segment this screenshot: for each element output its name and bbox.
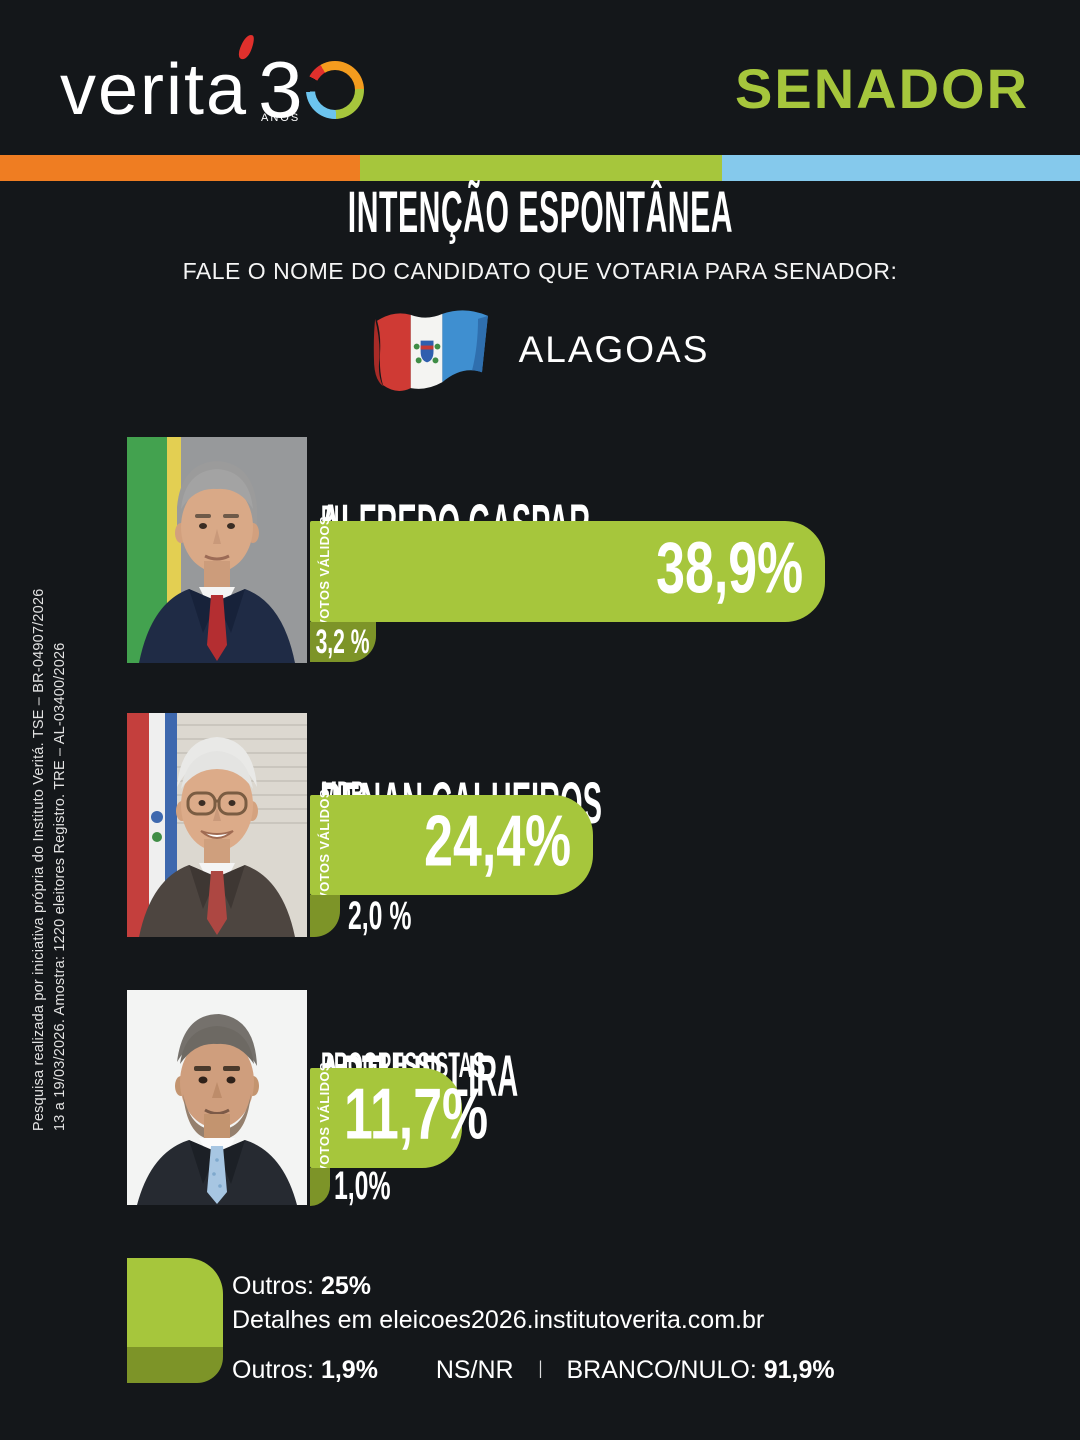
candidate-row-arthur-lira: ARTHUR LIRA PROGRESSISTAS VOTOS VÁLIDOS … <box>0 990 1080 1212</box>
others-valid-value: 25% <box>320 1272 371 1300</box>
legend-color-block <box>127 1258 223 1383</box>
legal-note-line2: 13 a 19/03/2026. Amostra: 1220 eleitores… <box>52 642 68 1131</box>
survey-question: FALE O NOME DO CANDIDATO QUE VOTARIA PAR… <box>182 258 898 284</box>
spontaneous-tab: 3,2 % <box>310 622 376 662</box>
branco-nulo-label: BRANCO/NULO: <box>566 1356 757 1384</box>
page-title: INTENÇÃO ESPONTÂNEA <box>347 180 733 245</box>
legal-note-line1: Pesquisa realizada por iniciativa própri… <box>31 588 47 1131</box>
legend-spontaneous-swatch <box>127 1347 223 1383</box>
others-valid-line: Outros: 25% <box>232 1272 371 1301</box>
spontaneous-summary-line: Outros: 1,9% NS/NR I BRANCO/NULO: 91,9% <box>232 1356 835 1385</box>
bar-axis-label: VOTOS VÁLIDOS <box>317 1062 332 1174</box>
stripe-orange-segment <box>0 155 360 181</box>
others-spontaneous-label: Outros: <box>232 1356 314 1384</box>
nsnr-label: NS/NR <box>435 1356 514 1384</box>
branco-nulo-value: 91,9% <box>763 1356 835 1384</box>
spontaneous-value: 3,2 % <box>315 623 370 661</box>
candidate-photo-arthur-lira <box>127 990 307 1205</box>
state-row: ALAGOAS <box>0 300 1080 400</box>
legend-valid-votes-swatch <box>127 1258 223 1347</box>
others-spontaneous-value: 1,9% <box>320 1356 378 1384</box>
alagoas-flag-icon <box>373 310 488 391</box>
stripe-blue-segment <box>722 155 1080 181</box>
legal-note: Pesquisa realizada por iniciativa própri… <box>29 491 73 1131</box>
logo-brand-text: verita <box>60 32 257 131</box>
spontaneous-tab <box>310 895 340 937</box>
state-name: ALAGOAS <box>518 329 710 370</box>
stripe-green-segment <box>360 155 722 181</box>
separator: I <box>538 1356 542 1384</box>
candidate-row-renan-calheiros: RENAN CALHEIROS MDB VOTOS VÁLIDOS 24,4% … <box>0 713 1080 943</box>
spontaneous-tab <box>310 1168 330 1206</box>
candidate-photo-alfredo-gaspar <box>127 437 307 663</box>
bar-axis-label: VOTOS VÁLIDOS <box>317 515 332 628</box>
logo-number-three: 3 <box>258 45 303 134</box>
spontaneous-value: 1,0% <box>334 1164 391 1208</box>
logo-anos-label: ANOS <box>261 112 301 124</box>
valid-votes-value: 11,7% <box>344 1074 489 1155</box>
candidate-photo-renan-calheiros <box>127 713 307 937</box>
candidate-row-alfredo-gaspar: ALFREDO GASPAR PL VOTOS VÁLIDOS 38,9% 3,… <box>0 437 1080 669</box>
details-line: Detalhes em eleicoes2026.institutoverita… <box>232 1306 765 1334</box>
valid-votes-bar: VOTOS VÁLIDOS 38,9% <box>310 515 825 628</box>
bar-axis-label: VOTOS VÁLIDOS <box>317 789 332 901</box>
verita-logo: verita 3 ANOS <box>60 32 364 146</box>
valid-votes-bar: VOTOS VÁLIDOS 24,4% <box>310 789 593 901</box>
spontaneous-value: 2,0 % <box>348 894 412 938</box>
others-valid-label: Outros: <box>232 1272 314 1300</box>
logo-ring-icon <box>305 61 364 119</box>
category-label: SENADOR <box>735 57 1030 120</box>
valid-votes-value: 38,9% <box>656 527 803 608</box>
valid-votes-bar: VOTOS VÁLIDOS 11,7% <box>310 1062 488 1174</box>
logo-accent-icon <box>236 32 257 62</box>
tricolor-stripe <box>0 155 1080 181</box>
valid-votes-value: 24,4% <box>424 801 571 882</box>
